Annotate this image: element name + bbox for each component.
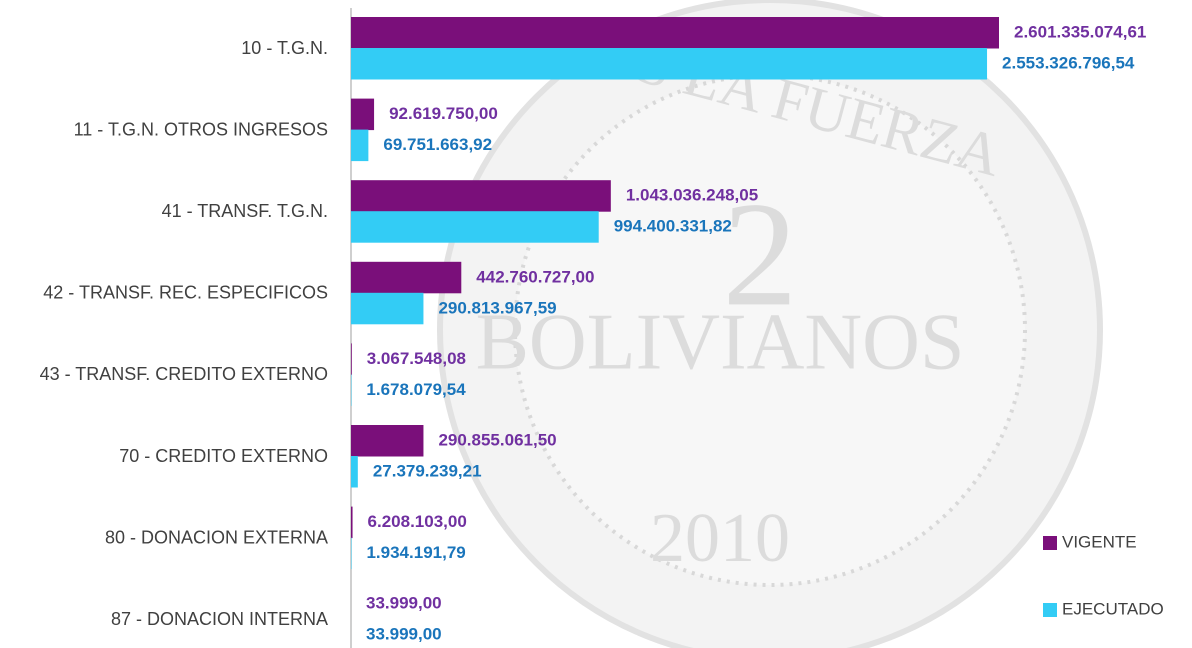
value-label: 6.208.103,00 xyxy=(368,512,467,531)
bar xyxy=(351,456,358,488)
bar xyxy=(351,506,353,539)
legend-label: EJECUTADO xyxy=(1062,599,1164,618)
value-label: 33.999,00 xyxy=(366,594,442,613)
y-tick-label: 41 - TRANSF. T.G.N. xyxy=(162,201,328,221)
value-label: 2.601.335.074,61 xyxy=(1014,22,1146,41)
bar xyxy=(351,98,375,131)
bar xyxy=(351,211,599,243)
value-label: 27.379.239,21 xyxy=(373,461,482,480)
y-tick-label: 87 - DONACION INTERNA xyxy=(111,609,328,629)
y-tick-label: 80 - DONACION EXTERNA xyxy=(105,527,328,547)
value-label: 92.619.750,00 xyxy=(389,104,498,123)
bar xyxy=(351,425,424,457)
value-label: 290.813.967,59 xyxy=(438,298,556,317)
y-tick-label: 10 - T.G.N. xyxy=(241,38,328,58)
y-tick-label: 70 - CREDITO EXTERNO xyxy=(119,446,328,466)
legend-swatch xyxy=(1043,603,1057,617)
y-tick-label: 42 - TRANSF. REC. ESPECIFICOS xyxy=(43,283,328,303)
coin-name: BOLIVIANOS xyxy=(476,298,965,386)
value-label: 1.934.191,79 xyxy=(366,543,465,562)
bar xyxy=(351,129,369,162)
value-label: 2.553.326.796,54 xyxy=(1002,53,1135,72)
y-tick-label: 43 - TRANSF. CREDITO EXTERNO xyxy=(40,364,328,384)
legend-swatch xyxy=(1043,536,1057,550)
bar xyxy=(351,292,424,325)
value-label: 1.043.036.248,05 xyxy=(626,186,758,205)
coin-background: ES LA FUERZA 2 BOLIVIANOS 2010 xyxy=(437,0,1103,648)
value-label: 442.760.727,00 xyxy=(476,267,594,286)
bar xyxy=(351,48,988,80)
value-label: 33.999,00 xyxy=(366,625,442,644)
value-label: 994.400.331,82 xyxy=(614,217,732,236)
coin-year: 2010 xyxy=(650,500,790,577)
legend-label: VIGENTE xyxy=(1062,532,1137,551)
bar xyxy=(351,261,462,294)
coin-denomination: 2 xyxy=(723,171,798,337)
value-label: 1.678.079,54 xyxy=(366,380,466,399)
value-label: 290.855.061,50 xyxy=(438,430,556,449)
value-label: 69.751.663,92 xyxy=(383,135,492,154)
bar xyxy=(351,343,352,375)
y-tick-label: 11 - T.G.N. OTROS INGRESOS xyxy=(74,119,328,139)
bar xyxy=(351,17,999,49)
coin-inner xyxy=(513,73,1027,587)
bar xyxy=(351,180,611,212)
value-label: 3.067.548,08 xyxy=(367,349,466,368)
